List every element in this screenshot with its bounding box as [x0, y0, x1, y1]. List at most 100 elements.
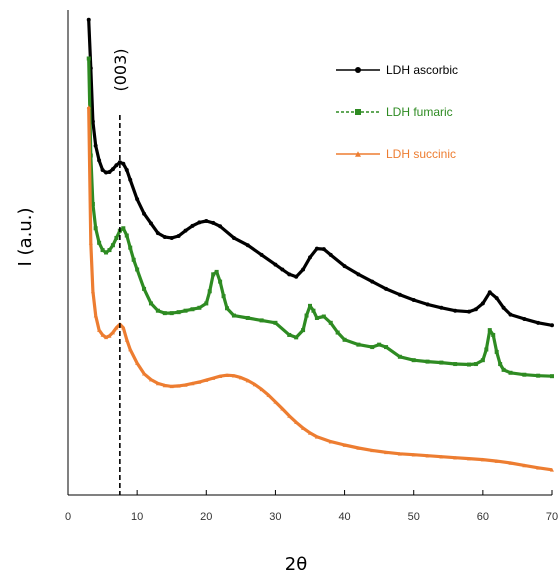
- data-point: [121, 325, 126, 330]
- data-point: [117, 160, 122, 165]
- data-point: [342, 443, 347, 447]
- y-axis-title: I (a.u.): [15, 208, 36, 267]
- data-point: [453, 362, 458, 367]
- data-point: [370, 279, 375, 284]
- data-point: [90, 119, 95, 124]
- data-point: [501, 367, 506, 372]
- data-point: [314, 246, 319, 251]
- data-point: [522, 372, 527, 377]
- data-point: [425, 453, 430, 458]
- data-point: [124, 338, 129, 342]
- data-point: [494, 296, 499, 301]
- x-tick-label: 40: [338, 511, 350, 523]
- data-point: [135, 267, 140, 272]
- data-point: [197, 380, 202, 384]
- legend: LDH ascorbic LDH fumaric LDH succinic: [336, 63, 458, 161]
- legend-label: LDH succinic: [386, 147, 456, 161]
- data-point: [221, 294, 226, 299]
- annotation-003-label: (003): [111, 48, 130, 91]
- data-point: [342, 264, 347, 269]
- series-layer: [86, 17, 554, 472]
- data-point: [508, 370, 513, 375]
- data-point: [107, 169, 112, 174]
- data-point: [197, 305, 202, 310]
- data-point: [114, 325, 119, 330]
- data-point: [377, 342, 382, 347]
- data-point: [148, 221, 153, 226]
- data-point: [114, 163, 119, 168]
- data-point: [204, 301, 209, 306]
- data-point: [183, 383, 188, 387]
- legend-item-2: LDH fumaric: [336, 105, 453, 119]
- data-point: [86, 56, 91, 61]
- data-point: [335, 330, 340, 335]
- data-point: [190, 223, 195, 228]
- data-point: [294, 274, 299, 279]
- data-point: [328, 439, 333, 444]
- data-point: [411, 358, 416, 363]
- data-point: [384, 450, 389, 455]
- data-point: [550, 374, 554, 379]
- annotation-layer: (003): [111, 48, 130, 495]
- data-point: [104, 170, 109, 175]
- data-point: [467, 309, 472, 314]
- data-point: [93, 226, 98, 231]
- legend-item-1: LDH ascorbic: [336, 63, 458, 77]
- data-point: [100, 248, 105, 253]
- x-axis-title: 2θ: [285, 554, 307, 575]
- data-point: [536, 466, 541, 470]
- data-point: [97, 328, 102, 332]
- data-point: [231, 235, 236, 240]
- data-point: [245, 315, 250, 320]
- data-point: [484, 347, 489, 352]
- data-point: [536, 320, 541, 325]
- data-point: [550, 323, 554, 328]
- data-point: [183, 308, 188, 313]
- series-3: [86, 105, 554, 472]
- data-point: [397, 292, 402, 297]
- data-point: [356, 342, 361, 347]
- data-point: [142, 211, 147, 216]
- data-point: [128, 177, 133, 182]
- data-point: [225, 306, 230, 311]
- data-point: [131, 257, 136, 262]
- x-tick-label: 20: [200, 511, 212, 523]
- x-tick-label: 60: [477, 511, 489, 523]
- x-tick-label: 70: [546, 511, 558, 523]
- data-point: [190, 307, 195, 312]
- data-point: [252, 382, 257, 387]
- data-point: [498, 362, 503, 367]
- data-point: [536, 373, 541, 378]
- data-point: [211, 376, 216, 380]
- data-point: [93, 313, 98, 318]
- data-point: [480, 301, 485, 306]
- legend-label: LDH fumaric: [386, 105, 453, 119]
- data-point: [294, 335, 299, 340]
- data-point: [90, 289, 95, 294]
- data-point: [453, 455, 458, 460]
- data-point: [142, 286, 147, 291]
- data-point: [287, 272, 292, 277]
- data-point: [308, 255, 312, 260]
- data-point: [100, 333, 105, 337]
- data-point: [425, 302, 430, 307]
- data-point: [225, 373, 230, 378]
- data-point: [321, 247, 326, 252]
- data-point: [169, 311, 174, 316]
- data-point: [110, 243, 115, 248]
- data-point: [86, 17, 91, 22]
- legend-marker: [355, 151, 361, 157]
- data-point: [114, 235, 119, 240]
- data-point: [308, 431, 312, 435]
- data-point: [97, 240, 102, 245]
- data-point: [480, 457, 485, 462]
- data-point: [280, 267, 285, 272]
- x-tick-label: 10: [131, 511, 143, 523]
- data-point: [162, 234, 167, 239]
- legend-marker: [355, 109, 361, 115]
- data-point: [90, 202, 95, 206]
- data-point: [231, 313, 236, 318]
- data-point: [311, 308, 316, 313]
- data-point: [207, 289, 212, 294]
- data-point: [155, 308, 160, 313]
